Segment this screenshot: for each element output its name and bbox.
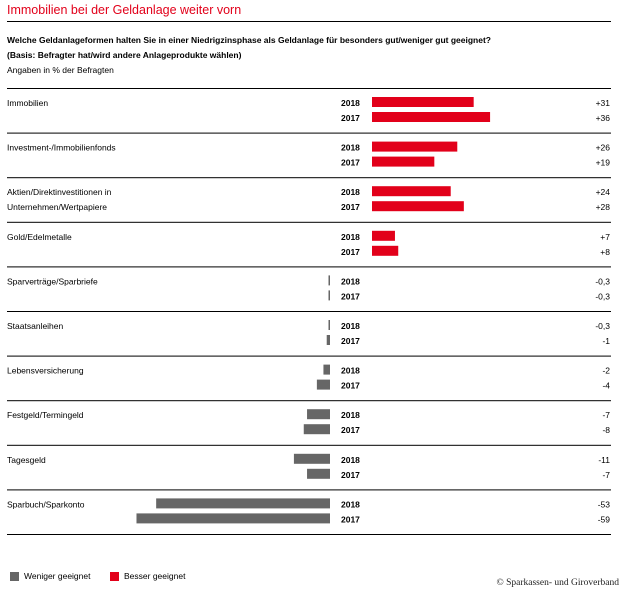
bar-negative (328, 275, 330, 286)
category-label: Lebensversicherung (7, 366, 84, 376)
bar-negative (323, 364, 330, 375)
year-label: 2018 (341, 232, 360, 242)
value-label: -4 (602, 381, 610, 391)
value-label: -53 (598, 499, 611, 509)
bar-positive (372, 245, 399, 256)
bar-negative (326, 335, 330, 345)
value-label: +7 (600, 232, 610, 242)
value-label: -0,3 (595, 291, 610, 301)
value-label: +24 (596, 187, 611, 197)
value-label: -2 (602, 366, 610, 376)
unit-note: Angaben in % der Befragten (7, 65, 114, 75)
divider (7, 400, 611, 402)
divider (7, 221, 611, 223)
value-label: -7 (602, 470, 610, 480)
value-label: -1 (602, 336, 610, 346)
divider (7, 132, 611, 134)
year-label: 2017 (341, 470, 360, 480)
year-label: 2018 (341, 499, 360, 509)
legend-label: Besser geeignet (124, 571, 186, 581)
bar-positive (372, 201, 464, 212)
category-label: Investment-/Immobilienfonds (7, 143, 116, 153)
bar-negative (303, 424, 330, 435)
category-label: Tagesgeld (7, 455, 46, 465)
bar-negative (307, 468, 330, 479)
bar-positive (372, 230, 395, 241)
year-label: 2017 (341, 113, 360, 123)
year-label: 2018 (341, 187, 360, 197)
divider (7, 489, 611, 491)
year-label: 2018 (341, 143, 360, 153)
bar-negative (156, 498, 330, 509)
bar-negative (328, 320, 330, 330)
year-label: 2018 (341, 98, 360, 108)
legend-item-positive: Besser geeignet (110, 571, 185, 581)
year-label: 2017 (341, 202, 360, 212)
year-label: 2018 (341, 321, 360, 331)
divider (7, 177, 611, 179)
value-label: +8 (600, 247, 610, 257)
chart-title: Immobilien bei der Geldanlage weiter vor… (7, 3, 242, 17)
value-label: +36 (596, 113, 611, 123)
category-label: Staatsanleihen (7, 321, 64, 331)
legend-label: Weniger geeignet (24, 571, 91, 581)
divider (7, 21, 611, 22)
bar-negative (316, 379, 330, 390)
value-label: -0,3 (595, 276, 610, 286)
bar-chart: Immobilien 2018 +31 2017 +36 Investment-/Immo… (7, 88, 611, 535)
value-label: -7 (602, 410, 610, 420)
legend-item-negative: Weniger geeignet (10, 571, 90, 581)
year-label: 2017 (341, 514, 360, 524)
bar-positive (372, 112, 491, 122)
year-label: 2017 (341, 291, 360, 301)
value-label: +31 (596, 98, 611, 108)
bar-positive (372, 186, 451, 197)
value-label: -59 (598, 514, 611, 524)
bar-negative (136, 513, 330, 524)
year-label: 2018 (341, 366, 360, 376)
category-label: Gold/Edelmetalle (7, 232, 72, 242)
year-label: 2017 (341, 158, 360, 168)
category-label: Festgeld/Termingeld (7, 410, 84, 420)
category-label: Unternehmen/Wertpapiere (7, 202, 107, 212)
category-label: Sparbuch/Sparkonto (7, 499, 85, 509)
bar-negative (328, 290, 330, 301)
copyright: © Sparkassen- und Giroverband (496, 578, 619, 588)
bar-positive (372, 156, 435, 167)
value-label: -11 (598, 455, 610, 465)
divider (7, 355, 611, 357)
value-label: +19 (596, 158, 611, 168)
divider (7, 266, 611, 268)
divider (7, 311, 611, 312)
basis-text: (Basis: Befragter hat/wird andere Anlage… (7, 50, 242, 60)
year-label: 2017 (341, 381, 360, 391)
legend-swatch (110, 571, 119, 581)
year-label: 2018 (341, 455, 360, 465)
divider (7, 88, 611, 89)
year-label: 2017 (341, 336, 360, 346)
category-label: Immobilien (7, 98, 48, 108)
year-label: 2018 (341, 276, 360, 286)
legend-swatch (10, 571, 19, 581)
value-label: -8 (602, 425, 610, 435)
value-label: +26 (596, 143, 611, 153)
category-label: Aktien/Direktinvestitionen in (7, 187, 112, 197)
bar-negative (293, 453, 330, 464)
divider (7, 534, 611, 535)
divider (7, 444, 611, 446)
bar-negative (307, 409, 330, 420)
bar-positive (372, 97, 474, 107)
category-label: Sparverträge/Sparbriefe (7, 276, 98, 286)
question-text: Welche Geldanlageformen halten Sie in ei… (7, 35, 491, 45)
bar-positive (372, 141, 458, 152)
year-label: 2017 (341, 425, 360, 435)
year-label: 2018 (341, 410, 360, 420)
value-label: -0,3 (595, 321, 610, 331)
value-label: +28 (596, 202, 611, 212)
year-label: 2017 (341, 247, 360, 257)
